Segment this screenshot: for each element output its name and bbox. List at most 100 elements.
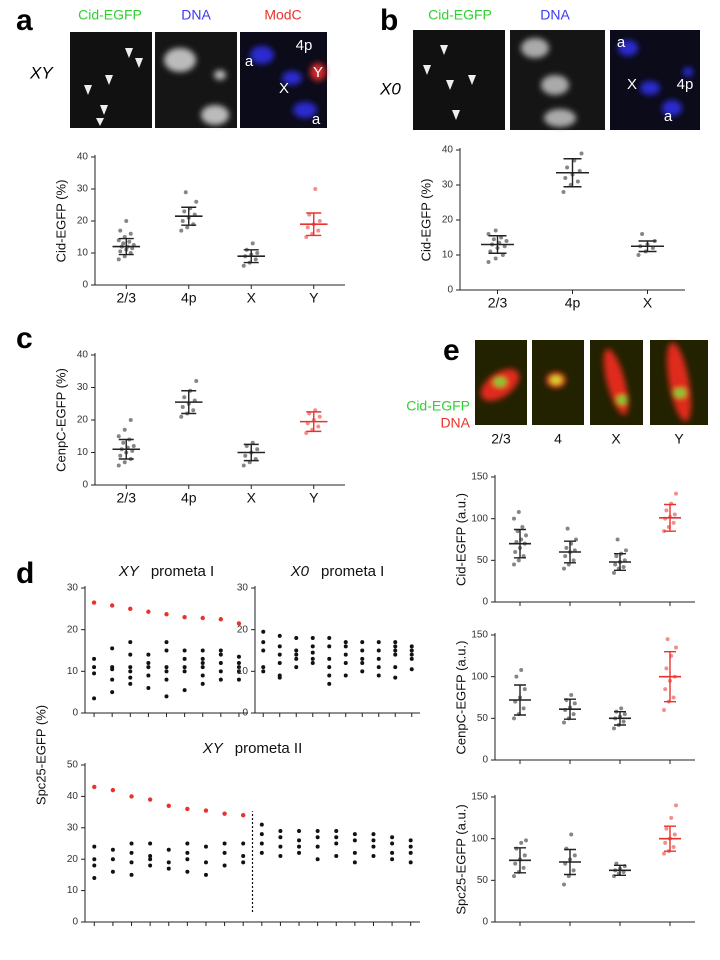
y-tick-label: 10 [67,666,79,677]
cell-point [128,681,133,686]
data-point [116,257,121,262]
data-point [179,228,184,233]
cell-point [376,656,381,661]
cell-point [236,665,241,670]
data-point [180,405,185,409]
y-tick-label: 0 [72,708,78,719]
panel-letter: c [16,322,33,355]
cell-point [390,835,395,840]
cell-point [343,652,348,657]
channel-label: Cid-EGFP [406,398,470,414]
cell-point [343,644,348,649]
micrograph [413,30,700,130]
cell-point [261,665,266,670]
cell-point [376,665,381,670]
sd-bar [564,848,576,876]
title-stage: prometa I [321,563,384,580]
cell-point [294,636,299,640]
cell-point [200,665,205,670]
data-point [662,851,666,856]
x-tick-label: 4p [181,290,197,306]
cell-point [182,688,187,693]
y-tick-label: 0 [482,597,488,608]
overlay-label: a [312,111,321,128]
cell-point [327,681,332,686]
cell-point [236,654,241,659]
cell-point [310,636,315,640]
data-point [664,666,669,671]
data-point [317,219,322,223]
sd-bar [181,390,197,415]
cell-point [315,828,320,833]
y-tick-label: 20 [67,854,79,865]
sd-bar [614,864,626,877]
cell-point [393,675,398,680]
data-point [316,228,321,233]
cell-point [409,648,414,653]
overlay-label: a [245,53,254,70]
data-point [185,225,190,230]
cell-point [327,665,332,670]
y-tick-label: 150 [471,630,488,641]
cell-point [200,648,205,653]
data-point [118,228,123,233]
data-point [512,874,516,879]
cell-point [129,872,134,877]
sex-chromosome-point [203,808,209,813]
data-point [522,853,527,858]
y-axis-label: CenpC-EGFP (a.u.) [453,641,468,755]
cell-point [146,686,151,690]
overlay-label: X [627,76,637,93]
data-point [513,861,518,866]
cell-point [222,850,227,855]
cell-point [148,841,153,846]
cell-point [409,644,414,649]
data-point [524,838,528,843]
cell-point [166,866,171,871]
y-tick-label: 30 [77,184,89,195]
cell-point [408,850,413,855]
data-point [493,228,498,233]
data-point [671,845,676,849]
sex-chromosome-point [166,803,171,809]
y-axis-label: Spc25-EGFP (%) [33,705,48,805]
sd-bar [306,411,322,433]
panel-letter: d [16,557,34,590]
cell-point [352,832,357,837]
data-point [513,550,518,554]
sex-chromosome-point [110,787,116,793]
cell-point [110,677,115,682]
cell-point [327,656,332,661]
y-tick-label: 30 [237,583,249,594]
cell-point [393,644,398,649]
y-tick-label: 0 [482,917,488,928]
data-point [520,525,525,529]
data-point [571,868,576,873]
cell-point [390,850,395,855]
data-point [516,510,521,514]
y-tick-label: 0 [482,755,488,766]
y-tick-label: 10 [442,250,454,261]
data-point [562,720,566,725]
sex-chromosome-point [91,600,97,605]
y-tick-label: 40 [67,791,79,802]
panel-letter: e [443,334,460,367]
data-point [621,719,626,724]
cell-point [200,673,205,678]
sd-bar [118,237,134,256]
data-point [672,832,677,837]
cell-point [259,822,264,827]
cell-point [352,850,357,855]
cell-point [277,633,282,638]
cell-point [241,841,246,846]
data-point [121,440,126,445]
y-tick-label: 30 [442,180,454,191]
cell-point [261,669,266,674]
cell-point [334,841,339,846]
cell-point [164,665,169,670]
x-tick-label: 2/3 [117,290,137,306]
data-point [131,444,136,448]
cell-point [409,656,414,661]
data-point [563,176,568,180]
data-point [579,151,584,156]
